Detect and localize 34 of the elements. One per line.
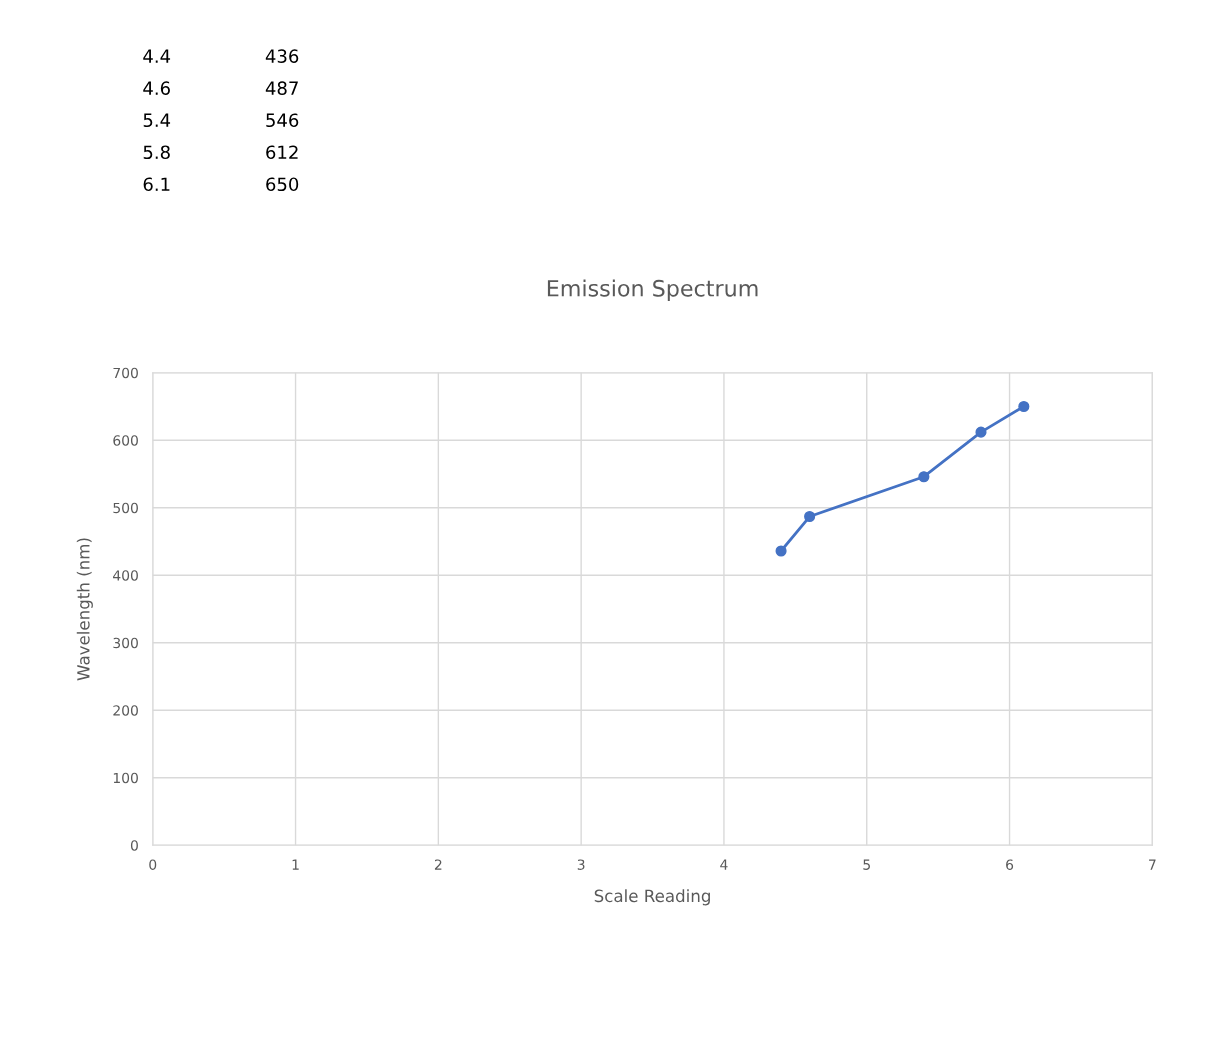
x-tick-label: 2	[434, 859, 442, 870]
y-tick-label: 400	[113, 570, 138, 581]
point	[775, 545, 787, 557]
text: 5.4	[143, 113, 171, 128]
text: 6.1	[143, 177, 170, 192]
x-tick-label: 3	[577, 859, 585, 870]
y-axis-title: Wavelength (nm)	[76, 538, 93, 681]
x-tick-label: 6	[1006, 859, 1014, 870]
text: 650	[266, 177, 299, 192]
text: 487	[265, 81, 298, 96]
x-axis-title: Scale Reading	[594, 889, 710, 906]
point	[975, 426, 987, 438]
point	[918, 471, 930, 483]
y-tick-label: 200	[113, 705, 138, 716]
point	[1018, 400, 1030, 413]
x-tick-label: 7	[1149, 859, 1156, 870]
text: 612	[266, 145, 298, 160]
text: 5.8	[143, 145, 170, 160]
y-tick-label: 100	[113, 772, 138, 784]
y-tick-label: 300	[113, 637, 138, 649]
x-tick-label: 4	[720, 859, 728, 870]
x-tick-label: 0	[149, 859, 157, 870]
y-tick-label: 600	[113, 435, 138, 446]
text: 546	[266, 113, 299, 128]
x-tick-label: 1	[292, 859, 299, 870]
y-tick-label: 700	[113, 367, 138, 379]
y-tick-label: 0	[130, 840, 138, 851]
text: 4.4	[143, 49, 171, 63]
chart-title: Emission Spectrum	[547, 279, 758, 301]
x-tick-label: 5	[863, 859, 870, 870]
point	[804, 510, 816, 523]
text: 436	[265, 49, 299, 63]
text: 4.6	[143, 81, 170, 96]
y-tick-label: 500	[113, 502, 138, 514]
